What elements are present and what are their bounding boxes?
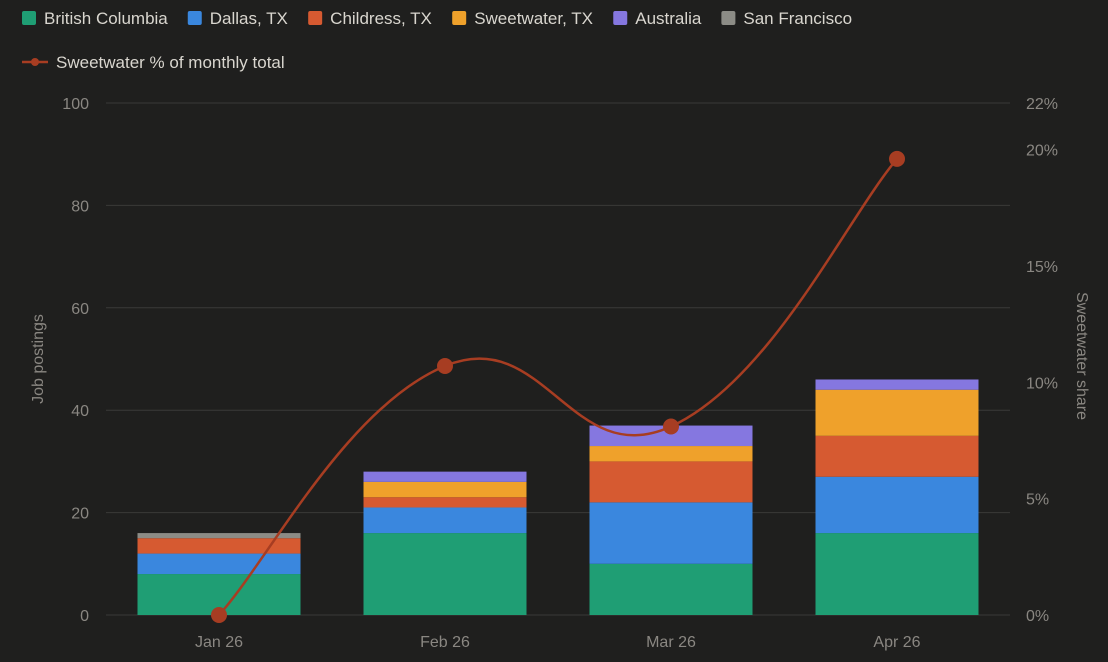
line-point-apr-26 xyxy=(889,150,905,167)
x-tick-label: Feb 26 xyxy=(420,634,470,651)
bar-childress-tx-feb-26 xyxy=(363,497,527,508)
sweetwater-share-line xyxy=(211,150,905,623)
legend-swatch-san-francisco xyxy=(721,11,736,25)
bar-dallas-tx-jan-26 xyxy=(137,553,301,575)
bar-dallas-tx-mar-26 xyxy=(589,502,753,564)
bar-dallas-tx-feb-26 xyxy=(363,507,527,534)
bar-british-columbia-mar-26 xyxy=(589,563,753,615)
bar-british-columbia-feb-26 xyxy=(363,533,527,615)
legend-label-sweetwater-share: Sweetwater % of monthly total xyxy=(56,53,285,72)
legend-swatch-british-columbia xyxy=(22,11,36,25)
y-left-tick-label: 20 xyxy=(71,506,89,523)
legend-label-childress-tx: Childress, TX xyxy=(330,9,432,28)
y-left-tick-label: 80 xyxy=(71,198,89,215)
legend-label-sweetwater-tx: Sweetwater, TX xyxy=(474,9,593,28)
bar-british-columbia-apr-26 xyxy=(815,533,979,615)
y-left-axis-title: Job postings xyxy=(30,314,47,404)
y-right-tick-label: 10% xyxy=(1026,375,1058,392)
x-tick-label: Apr 26 xyxy=(873,634,920,651)
bar-sweetwater-tx-feb-26 xyxy=(363,481,527,498)
legend-label-dallas-tx: Dallas, TX xyxy=(210,9,288,28)
bar-sweetwater-tx-mar-26 xyxy=(589,446,753,462)
bar-san-francisco-jan-26 xyxy=(137,533,301,539)
line-point-jan-26 xyxy=(211,607,227,623)
bars xyxy=(137,379,979,615)
y-right-tick-label: 20% xyxy=(1026,143,1058,160)
bar-australia-feb-26 xyxy=(363,471,527,482)
legend-label-san-francisco: San Francisco xyxy=(743,9,852,28)
legend-label-australia: Australia xyxy=(635,9,702,28)
line-point-mar-26 xyxy=(663,418,679,435)
x-tick-label: Jan 26 xyxy=(195,634,243,651)
y-left-tick-label: 0 xyxy=(80,608,89,625)
legend: British Columbia Dallas, TX Childress, TX S… xyxy=(22,9,852,72)
sweetwater-share-line-path xyxy=(218,158,898,616)
legend-swatch-sweetwater-tx xyxy=(452,11,467,25)
legend-swatch-australia xyxy=(613,11,628,25)
bar-australia-mar-26 xyxy=(589,425,753,447)
y-left-tick-label: 40 xyxy=(71,403,89,420)
bar-childress-tx-mar-26 xyxy=(589,461,753,503)
bar-australia-apr-26 xyxy=(815,379,979,390)
y-right-tick-label: 22% xyxy=(1026,96,1058,113)
bar-childress-tx-jan-26 xyxy=(137,538,301,554)
legend-swatch-dallas-tx xyxy=(187,11,202,25)
line-point-feb-26 xyxy=(437,357,453,374)
bar-sweetwater-tx-apr-26 xyxy=(815,389,979,436)
bar-dallas-tx-apr-26 xyxy=(815,476,979,534)
y-right-tick-label: 0% xyxy=(1026,608,1049,625)
y-left-tick-label: 100 xyxy=(62,96,89,113)
y-left-tick-label: 60 xyxy=(71,301,89,318)
legend-label-british-columbia: British Columbia xyxy=(44,9,168,28)
y-right-axis-title: Sweetwater share xyxy=(1073,292,1090,420)
axes: 0 20 40 60 80 100 0% 5% 10% 15% 20% 22% Jan 26 Feb 26… xyxy=(30,96,1090,651)
legend-line-marker xyxy=(31,58,39,66)
y-right-tick-label: 5% xyxy=(1026,492,1049,509)
legend-swatch-childress-tx xyxy=(308,11,323,25)
x-tick-label: Mar 26 xyxy=(646,634,696,651)
y-right-tick-label: 15% xyxy=(1026,259,1058,276)
bar-childress-tx-apr-26 xyxy=(815,435,979,477)
